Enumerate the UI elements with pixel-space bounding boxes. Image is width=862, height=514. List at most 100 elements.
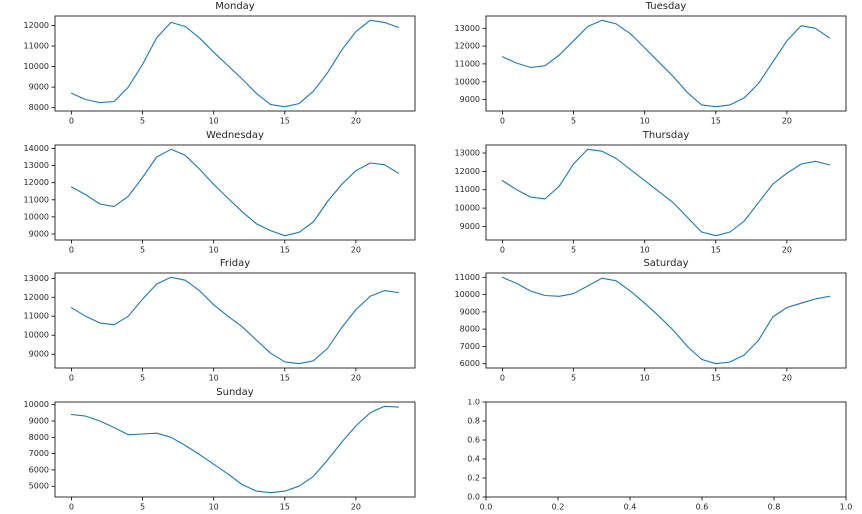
svg-text:11000: 11000 [24,195,49,204]
svg-text:9000: 9000 [29,229,49,238]
svg-text:0: 0 [500,374,505,383]
chart-title-tuesday: Tuesday [645,1,687,12]
svg-text:10: 10 [209,502,219,511]
svg-text:5: 5 [140,502,145,511]
svg-text:11000: 11000 [24,42,49,51]
wednesday-line-chart: 0 5 10 15 20 9000 10000 11000 12000 13000 14000 [24,144,416,254]
svg-text:10000: 10000 [24,331,49,340]
chart-title-sunday: Sunday [216,386,254,398]
svg-text:15: 15 [711,117,721,126]
svg-text:0: 0 [69,245,74,254]
tuesday-line-chart: 0 5 10 15 20 9000 10000 11000 12000 13000 [455,15,847,126]
svg-text:10: 10 [209,374,219,383]
svg-text:0.6: 0.6 [467,435,480,444]
svg-text:11000: 11000 [455,59,480,68]
subplot-monday: Monday 0 5 10 15 20 8000 9000 10000 11000 12000 [0,0,431,129]
svg-text:12000: 12000 [455,166,480,175]
svg-text:8000: 8000 [29,103,49,112]
svg-text:7000: 7000 [460,342,480,351]
svg-text:9000: 9000 [29,83,49,92]
svg-text:10000: 10000 [455,290,480,299]
svg-text:10000: 10000 [24,62,49,71]
svg-text:9000: 9000 [29,416,49,425]
chart-title-monday: Monday [215,1,255,12]
svg-text:12000: 12000 [24,178,49,187]
svg-text:15: 15 [280,117,290,126]
svg-text:5000: 5000 [29,481,49,490]
svg-text:15: 15 [711,245,721,254]
svg-text:15: 15 [280,502,290,511]
svg-text:0.8: 0.8 [467,416,480,425]
svg-text:10: 10 [640,245,650,254]
svg-text:10000: 10000 [24,400,49,409]
svg-text:11000: 11000 [24,312,49,321]
chart-title-empty [486,386,846,399]
svg-text:13000: 13000 [24,274,49,283]
svg-text:5: 5 [571,245,576,254]
subplot-empty: 0.0 0.2 0.4 0.6 0.8 1.0 0.0 0.2 0.4 0.6 0.8 1.0 [431,386,862,514]
empty-axes-chart: 0.0 0.2 0.4 0.6 0.8 1.0 0.0 0.2 0.4 0.6 0.8 1.0 [467,399,852,512]
svg-text:0: 0 [500,117,505,126]
svg-text:10000: 10000 [455,203,480,212]
svg-text:6000: 6000 [29,465,49,474]
svg-text:0.2: 0.2 [467,473,480,482]
svg-text:14000: 14000 [24,144,49,153]
svg-text:11000: 11000 [455,185,480,194]
svg-text:10: 10 [640,117,650,126]
svg-text:20: 20 [351,117,361,126]
svg-text:0.6: 0.6 [696,502,709,511]
svg-text:12000: 12000 [455,42,480,51]
svg-text:0.8: 0.8 [768,502,781,511]
svg-text:13000: 13000 [24,161,49,170]
saturday-line-chart: 0 5 10 15 20 6000 7000 8000 9000 10000 11000 [455,272,847,383]
subplot-sunday: Sunday 0 5 10 15 20 5000 6000 7000 8000 9000 10000 [0,386,431,514]
svg-text:10000: 10000 [455,77,480,86]
svg-text:20: 20 [351,374,361,383]
svg-text:7000: 7000 [29,449,49,458]
chart-title-friday: Friday [219,258,251,269]
svg-text:13000: 13000 [455,24,480,33]
svg-text:8000: 8000 [29,432,49,441]
svg-text:10000: 10000 [24,212,49,221]
svg-text:15: 15 [280,245,290,254]
svg-text:20: 20 [782,117,792,126]
svg-text:5: 5 [571,374,576,383]
svg-text:5: 5 [140,374,145,383]
chart-title-saturday: Saturday [643,258,689,269]
svg-text:15: 15 [280,374,290,383]
svg-text:20: 20 [351,502,361,511]
svg-text:10: 10 [640,374,650,383]
sunday-line-chart: 0 5 10 15 20 5000 6000 7000 8000 9000 10000 [24,400,416,511]
subplot-thursday: Thursday 0 5 10 15 20 9000 10000 11000 12000 1300… [431,129,862,258]
svg-text:12000: 12000 [24,21,49,30]
svg-text:0.4: 0.4 [467,454,480,463]
monday-line-chart: 0 5 10 15 20 8000 9000 10000 11000 12000 [24,15,416,126]
svg-text:8000: 8000 [460,325,480,334]
svg-text:0: 0 [69,374,74,383]
subplot-saturday: Saturday 0 5 10 15 20 6000 7000 8000 9000 10000 11… [431,257,862,386]
svg-text:9000: 9000 [460,95,480,104]
svg-text:10: 10 [209,245,219,254]
svg-text:0.0: 0.0 [480,502,493,511]
friday-line-chart: 0 5 10 15 20 9000 10000 11000 12000 13000 [24,272,416,383]
thursday-line-chart: 0 5 10 15 20 9000 10000 11000 12000 13000 [455,144,847,254]
svg-text:5: 5 [571,117,576,126]
svg-text:9000: 9000 [29,350,49,359]
subplot-wednesday: Wednesday 0 5 10 15 20 9000 10000 11000 12000 130… [0,129,431,258]
svg-text:0: 0 [69,502,74,511]
svg-text:12000: 12000 [24,293,49,302]
chart-title-thursday: Thursday [642,129,690,141]
svg-text:15: 15 [711,374,721,383]
chart-title-wednesday: Wednesday [206,129,264,141]
svg-text:0.4: 0.4 [624,502,637,511]
svg-text:0.0: 0.0 [467,492,480,501]
svg-text:1.0: 1.0 [467,399,480,407]
subplot-friday: Friday 0 5 10 15 20 9000 10000 11000 12000 13000 [0,257,431,386]
svg-text:0: 0 [500,245,505,254]
svg-text:5: 5 [140,245,145,254]
svg-text:9000: 9000 [460,222,480,231]
svg-text:6000: 6000 [460,359,480,368]
subplot-tuesday: Tuesday 0 5 10 15 20 9000 10000 11000 12000 13000 [431,0,862,129]
svg-text:20: 20 [782,245,792,254]
